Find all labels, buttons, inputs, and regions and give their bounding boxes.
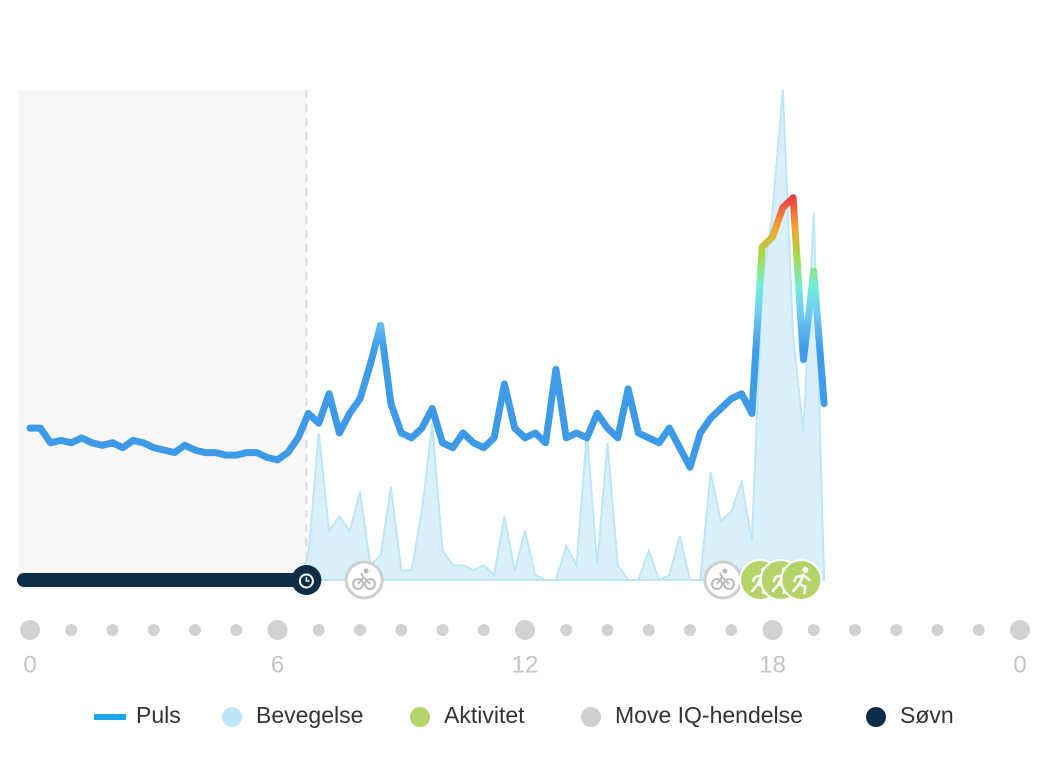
legend-label: Bevegelse	[256, 702, 363, 728]
x-tick-dot	[1010, 620, 1030, 640]
runner-head	[802, 567, 809, 573]
hour-dot	[972, 624, 985, 636]
move-iq-event	[703, 560, 743, 600]
hour-dot	[725, 624, 738, 636]
sleep-region	[18, 90, 307, 590]
bike-wheel	[364, 578, 377, 590]
bike-rider	[722, 568, 728, 574]
x-tick-dot	[762, 620, 783, 640]
hour-dot	[65, 624, 78, 636]
bike-wheel	[723, 578, 735, 590]
hour-dot	[601, 624, 614, 636]
x-tick-label: 6	[271, 651, 284, 678]
bike-rider	[363, 568, 369, 574]
x-tick-dot	[267, 620, 288, 640]
hour-dot	[684, 624, 696, 636]
legend-swatch	[866, 707, 886, 727]
hour-dot	[354, 624, 366, 636]
hour-dot	[642, 624, 655, 636]
x-tick-label: 0	[1013, 651, 1026, 678]
hour-dot	[189, 624, 201, 636]
bike-frame	[357, 572, 371, 585]
legend-swatch	[581, 707, 601, 727]
hour-dot	[106, 624, 119, 636]
runner-body	[792, 573, 811, 595]
legend-swatch	[94, 714, 126, 720]
bike-wheel	[352, 578, 365, 590]
legend-label: Puls	[136, 702, 181, 728]
bike-wheel	[711, 578, 723, 590]
hour-dot	[436, 624, 449, 636]
hour-dot	[395, 624, 408, 636]
legend-label: Move IQ-hendelse	[615, 702, 803, 728]
alarm-hands	[305, 577, 310, 582]
legend-swatch	[222, 707, 242, 727]
hour-dot	[477, 624, 490, 636]
hour-dot	[560, 624, 573, 636]
x-tick-dot	[515, 620, 535, 640]
hour-dot	[147, 624, 160, 636]
x-tick-dot	[20, 620, 40, 640]
hour-dot	[849, 624, 861, 636]
hour-dot	[807, 624, 820, 636]
move-iq-event	[344, 560, 384, 600]
x-tick-label: 0	[23, 651, 36, 678]
x-tick-label: 12	[512, 651, 539, 678]
hour-dot	[890, 624, 903, 636]
hour-dot	[230, 624, 243, 636]
hour-dot	[312, 624, 325, 636]
legend-label: Aktivitet	[444, 702, 525, 728]
hour-dot	[931, 624, 944, 636]
x-tick-label: 18	[759, 651, 786, 678]
legend-label: Søvn	[900, 702, 954, 728]
heart-rate-line	[26, 194, 828, 471]
legend-swatch	[410, 707, 430, 727]
alarm-face	[298, 573, 314, 589]
bike-frame	[716, 572, 730, 585]
